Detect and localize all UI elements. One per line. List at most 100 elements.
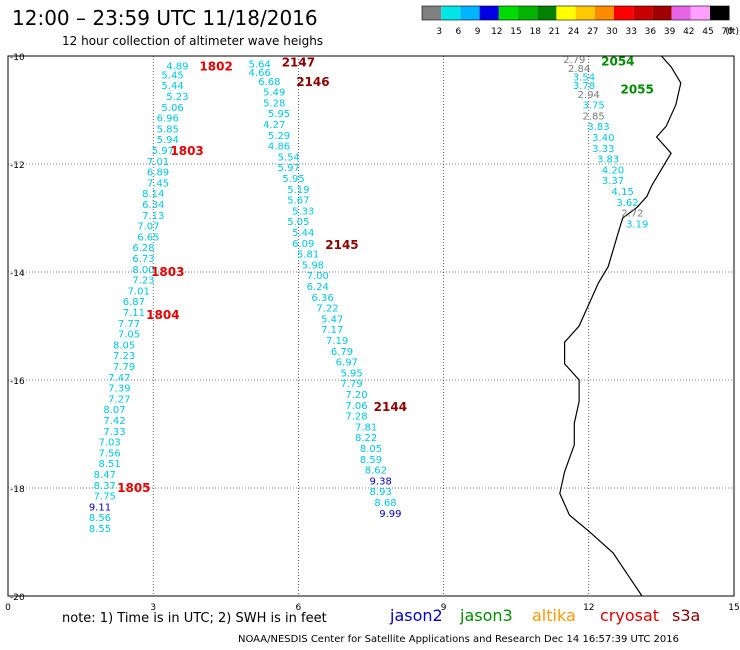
swh-value: 6.65	[137, 232, 159, 243]
swh-value: 7.13	[142, 211, 164, 222]
map-subtitle: 12 hour collection of altimeter wave hei…	[62, 34, 324, 48]
swh-value: 3.78	[573, 81, 595, 92]
altimeter-tracks: 4.895.455.445.235.066.965.855.945.977.01…	[89, 55, 649, 535]
pass-number-label: 1804	[146, 308, 179, 322]
coastline	[559, 55, 682, 597]
mission-legend-jason2: jason2	[390, 606, 443, 625]
swh-value: 6.89	[147, 168, 169, 179]
swh-value: 8.05	[360, 444, 382, 455]
swh-value: 7.20	[345, 390, 367, 401]
colorbar-tick-label: 39	[664, 27, 676, 37]
swh-value: 7.42	[103, 416, 125, 427]
swh-value: 5.19	[287, 185, 309, 196]
swh-value: 9.99	[379, 509, 401, 520]
swh-value: 7.75	[94, 492, 116, 503]
swh-value: 7.22	[316, 304, 338, 315]
mission-legend-altika: altika	[532, 606, 576, 625]
pass-number-label: 1803	[170, 144, 203, 158]
swh-value: 4.66	[249, 68, 271, 79]
colorbar-swatch	[652, 6, 672, 20]
pass-number-label: 2147	[282, 55, 315, 69]
colorbar-tick-label: 3	[436, 27, 442, 37]
swh-value: 6.24	[307, 282, 329, 293]
swh-value: 7.79	[113, 362, 135, 373]
colorbar-swatch	[633, 6, 653, 20]
swh-value: 8.07	[103, 405, 125, 416]
colorbar-tick-label: 45	[702, 27, 713, 37]
swh-value: 6.36	[311, 293, 333, 304]
colorbar-swatch	[460, 6, 480, 20]
swh-value: 8.55	[89, 524, 111, 535]
x-tick-label: 15	[728, 603, 739, 613]
swh-value: 5.98	[302, 260, 324, 271]
swh-value: 7.47	[108, 373, 130, 384]
y-tick-label: -20	[10, 593, 25, 603]
swh-value: 5.64	[249, 60, 271, 71]
swh-value: 8.62	[365, 466, 387, 477]
swh-value: 7.81	[355, 422, 377, 433]
colorbar: 3 6 9 12 15 18 21 24 27 30 33 36 39 42 45 70(ft)	[421, 5, 739, 37]
swh-value: 2.72	[621, 209, 643, 220]
swh-value: 5.97	[278, 163, 300, 174]
pass-labels: 1802 1803 1803 1804 1805 2147 2146 2145 2144 2054…	[117, 54, 654, 495]
colorbar-swatch	[594, 6, 614, 20]
y-tick-label: -10	[10, 53, 25, 63]
swh-value: 7.28	[345, 412, 367, 423]
swh-value: 5.45	[161, 70, 183, 81]
y-tick-label: -18	[10, 485, 25, 495]
swh-value: 3.75	[583, 101, 605, 112]
swh-value: 6.96	[157, 114, 179, 125]
swh-value: 4.89	[166, 62, 188, 73]
colorbar-tick-label: 9	[475, 27, 481, 37]
swh-value: 8.14	[142, 189, 164, 200]
swh-value: 4.15	[612, 187, 634, 198]
swh-value: 5.54	[278, 152, 300, 163]
x-tick-label: 12	[583, 603, 594, 613]
pass-number-label: 1803	[151, 265, 184, 279]
swh-value: 3.40	[592, 133, 614, 144]
swh-value: 8.47	[94, 470, 116, 481]
swh-value: 5.95	[282, 174, 304, 185]
x-tick-label: 3	[150, 603, 156, 613]
swh-value: 7.39	[108, 384, 130, 395]
pass-number-label: 2144	[374, 400, 407, 414]
colorbar-swatch	[556, 6, 576, 20]
colorbar-tick-label: 12	[491, 27, 502, 37]
swh-value: 5.33	[292, 206, 314, 217]
y-tick-label: -16	[10, 377, 25, 387]
swh-value: 7.06	[345, 401, 367, 412]
colorbar-tick-label: 42	[683, 27, 694, 37]
x-tick-label: 0	[5, 603, 11, 613]
colorbar-swatch	[479, 6, 499, 20]
swh-value: 8.05	[113, 340, 135, 351]
colorbar-tick-label: 6	[456, 27, 462, 37]
swh-value: 3.37	[602, 176, 624, 187]
pass-number-label: 2146	[296, 75, 329, 89]
swh-value: 2.85	[583, 111, 605, 122]
colorbar-tick-label: 30	[606, 27, 618, 37]
swh-value: 5.05	[287, 217, 309, 228]
swh-value: 5.44	[292, 228, 314, 239]
swh-value: 5.47	[321, 314, 343, 325]
colorbar-tick-label: 33	[625, 27, 636, 37]
mission-legend-jason3: jason3	[460, 606, 513, 625]
swh-value: 5.67	[287, 196, 309, 207]
note-text: note: 1) Time is in UTC; 2) SWH is in fe…	[62, 611, 327, 626]
mission-legend-cryosat: cryosat	[600, 606, 660, 625]
swh-value: 3.83	[587, 122, 609, 133]
swh-value: 7.23	[113, 351, 135, 362]
swh-value: 6.09	[292, 239, 314, 250]
swh-value: 8.93	[370, 487, 392, 498]
swh-value: 5.29	[268, 131, 290, 142]
pass-number-label: 2055	[620, 82, 653, 96]
colorbar-swatch	[537, 6, 557, 20]
swh-value: 7.56	[99, 448, 121, 459]
swh-value: 6.28	[132, 243, 154, 254]
colorbar-swatch	[710, 6, 730, 20]
swh-value: 5.95	[341, 368, 363, 379]
mission-legend-s3a: s3a	[672, 606, 701, 625]
colorbar-tick-label: 24	[568, 27, 580, 37]
map-grid: 0 3 6 9 12 15 -10 -12 -14 -16 -18 -20	[5, 53, 740, 613]
swh-value: 2.94	[578, 90, 600, 101]
y-tick-label: -12	[10, 161, 25, 171]
